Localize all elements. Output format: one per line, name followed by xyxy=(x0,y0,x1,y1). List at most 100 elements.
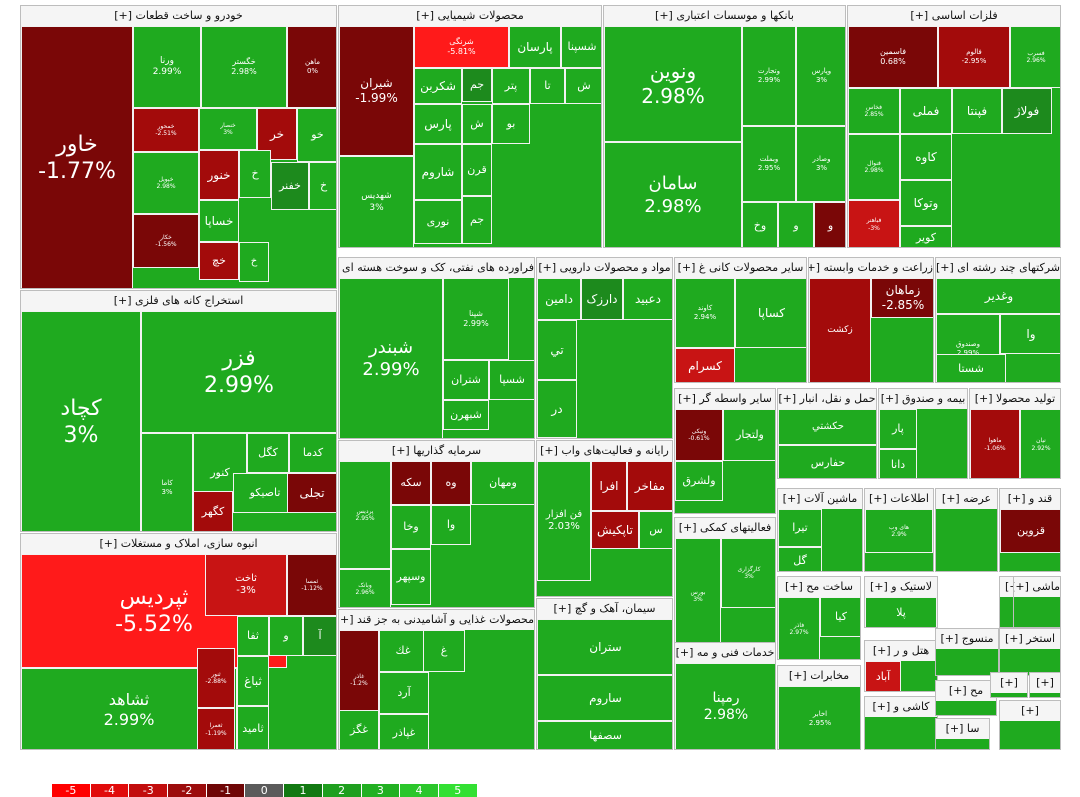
stock-tile[interactable]: خاور -1.77% xyxy=(21,26,133,288)
stock-tile[interactable]: شکربن xyxy=(414,68,462,104)
stock-tile[interactable]: تیرا xyxy=(778,509,822,547)
sector-title[interactable]: ساخت مح [+] xyxy=(778,577,860,597)
stock-tile[interactable]: قزوین xyxy=(1000,509,1060,553)
sector-title[interactable]: استخر [+] xyxy=(1000,629,1060,649)
stock-tile[interactable]: ولتجار xyxy=(723,409,775,461)
stock-tile[interactable]: ثمسا -1.12% xyxy=(287,554,336,616)
stock-tile[interactable]: فالوم -2.95% xyxy=(938,26,1010,88)
stock-tile[interactable]: شپنا 2.99% xyxy=(443,278,509,360)
stock-tile[interactable]: ونوین 2.98% xyxy=(604,26,742,142)
stock-tile[interactable]: فسرب 2.96% xyxy=(1010,26,1060,88)
stock-tile[interactable]: خساپا xyxy=(199,200,239,242)
stock-tile[interactable]: وتوکا xyxy=(900,180,952,226)
stock-tile[interactable]: آرد xyxy=(379,672,429,714)
stock-tile[interactable]: ثباغ xyxy=(237,656,269,706)
stock-tile[interactable]: کیا xyxy=(820,597,860,637)
stock-tile[interactable]: غپاذر xyxy=(379,714,429,749)
sector-title[interactable]: سیمان، آهک و گچ [+] xyxy=(537,599,672,619)
stock-tile[interactable]: فپنتا xyxy=(952,88,1002,134)
stock-tile[interactable]: ورنا 2.99% xyxy=(133,26,201,108)
sector-title[interactable]: مواد و محصولات دارویی [+] xyxy=(537,258,672,278)
stock-tile[interactable]: خچ xyxy=(199,242,239,280)
sector-title[interactable]: عرضه [+] xyxy=(936,489,997,509)
stock-tile[interactable]: شتران xyxy=(443,360,489,400)
stock-tile[interactable]: پار xyxy=(879,409,917,449)
stock-tile[interactable]: ومهان xyxy=(471,461,534,505)
stock-tile[interactable]: اخابر 2.95% xyxy=(778,686,860,749)
stock-tile[interactable]: تاصیکو xyxy=(233,473,297,513)
stock-tile[interactable]: تي xyxy=(537,320,577,380)
stock-tile[interactable]: خکار -1.56% xyxy=(133,214,199,268)
stock-tile[interactable]: و xyxy=(269,616,303,656)
stock-tile[interactable]: وبملت 2.95% xyxy=(742,126,796,202)
stock-tile[interactable]: ثاخت -3% xyxy=(205,554,287,616)
sector-title[interactable]: [+] xyxy=(991,673,1027,693)
stock-tile[interactable]: فن افزار 2.03% xyxy=(537,461,591,581)
stock-tile[interactable]: بورس 3% xyxy=(675,538,721,653)
sector-title[interactable]: قند و [+] xyxy=(1000,489,1060,509)
stock-tile[interactable]: آ xyxy=(303,616,336,656)
stock-tile[interactable]: حکشتي xyxy=(778,409,876,445)
sector-title[interactable]: شرکتهای چند رشته ای [+] xyxy=(936,258,1060,278)
stock-tile[interactable]: س xyxy=(639,511,672,549)
stock-tile[interactable]: کاوه xyxy=(900,134,952,180)
sector-title[interactable]: استخراج کانه های فلزی [+] xyxy=(21,291,336,311)
stock-tile[interactable]: کسرام xyxy=(675,348,735,382)
stock-tile[interactable]: وخا xyxy=(391,505,431,549)
stock-tile[interactable]: قرن xyxy=(462,144,492,196)
stock-tile[interactable]: ماهن 0% xyxy=(287,26,336,108)
stock-tile[interactable]: پارس xyxy=(414,104,462,144)
sector-title[interactable]: رایانه و فعالیت‌های واب [+] xyxy=(537,441,672,461)
stock-tile[interactable]: سامان 2.98% xyxy=(604,142,742,247)
sector-title[interactable]: سایر محصولات کانی غ [+] xyxy=(675,258,806,278)
stock-tile[interactable]: در xyxy=(537,380,577,438)
stock-tile[interactable]: دانا xyxy=(879,449,917,478)
stock-tile[interactable]: ستران xyxy=(537,619,672,675)
stock-tile[interactable]: دعبید xyxy=(623,278,672,320)
sector-title[interactable]: [+] xyxy=(1000,701,1060,721)
stock-tile[interactable]: شسپنا xyxy=(561,26,601,68)
sector-title[interactable]: محصولات شیمیایی [+] xyxy=(339,6,601,26)
sector-title[interactable]: خودرو و ساخت قطعات [+] xyxy=(21,6,336,26)
stock-tile[interactable]: و xyxy=(814,202,845,247)
stock-tile[interactable]: ثامید xyxy=(237,706,269,749)
stock-tile[interactable]: کچاد 3% xyxy=(21,311,141,531)
sector-title[interactable]: خدمات فنی و مه [+] xyxy=(675,643,775,663)
stock-tile[interactable]: زكشت xyxy=(809,278,871,382)
stock-tile[interactable]: خو xyxy=(297,108,336,162)
sector-title[interactable]: فلزات اساسی [+] xyxy=(848,6,1060,26)
stock-tile[interactable]: ثعمرا -1.19% xyxy=(197,708,235,749)
sector-title[interactable]: انبوه سازی، املاک و مستغلات [+] xyxy=(21,534,336,554)
stock-tile[interactable]: های وب 2.9% xyxy=(865,509,933,553)
stock-tile[interactable]: شاروم xyxy=(414,144,462,200)
stock-tile[interactable]: غگز xyxy=(339,710,379,749)
stock-tile[interactable]: ماهوا -1.06% xyxy=(970,409,1020,478)
stock-tile[interactable]: کارگزاری 3% xyxy=(721,538,775,608)
stock-tile[interactable]: فولاژ xyxy=(1002,88,1052,134)
sector-title[interactable]: مخابرات [+] xyxy=(778,666,860,686)
stock-tile[interactable]: پتر xyxy=(492,68,530,104)
stock-tile[interactable]: تا xyxy=(530,68,565,104)
stock-tile[interactable]: نوری xyxy=(414,200,462,244)
stock-tile[interactable]: شبهرن xyxy=(443,400,489,430)
stock-tile[interactable]: فباهنر -3% xyxy=(848,200,900,247)
stock-tile[interactable]: شسپا xyxy=(489,360,534,400)
stock-tile[interactable]: دامین xyxy=(537,278,581,320)
stock-tile[interactable]: وه xyxy=(431,461,471,505)
stock-tile[interactable]: گل xyxy=(778,547,822,571)
stock-tile[interactable]: خگستر 2.98% xyxy=(201,26,287,108)
sector-title[interactable]: تولید محصولا [+] xyxy=(970,389,1060,409)
stock-tile[interactable]: آباد xyxy=(865,661,901,691)
sector-title[interactable]: ماشین آلات [+] xyxy=(778,489,862,509)
sector-title[interactable]: سا [+] xyxy=(936,719,989,739)
sector-title[interactable]: هتل و ر [+] xyxy=(865,641,937,661)
stock-tile[interactable]: مفاخر xyxy=(627,461,672,511)
stock-tile[interactable]: وپارس 3% xyxy=(796,26,845,126)
stock-tile[interactable]: وبانک 2.96% xyxy=(339,569,391,607)
sector-title[interactable]: زراعت و خدمات وابسته [+] xyxy=(809,258,933,278)
stock-tile[interactable]: سکه xyxy=(391,461,431,505)
sector-title[interactable]: منسوج [+] xyxy=(936,629,998,649)
stock-tile[interactable]: فاسمین 0.68% xyxy=(848,26,938,88)
stock-tile[interactable]: کویر xyxy=(900,226,952,247)
stock-tile[interactable]: کگل xyxy=(247,433,289,473)
